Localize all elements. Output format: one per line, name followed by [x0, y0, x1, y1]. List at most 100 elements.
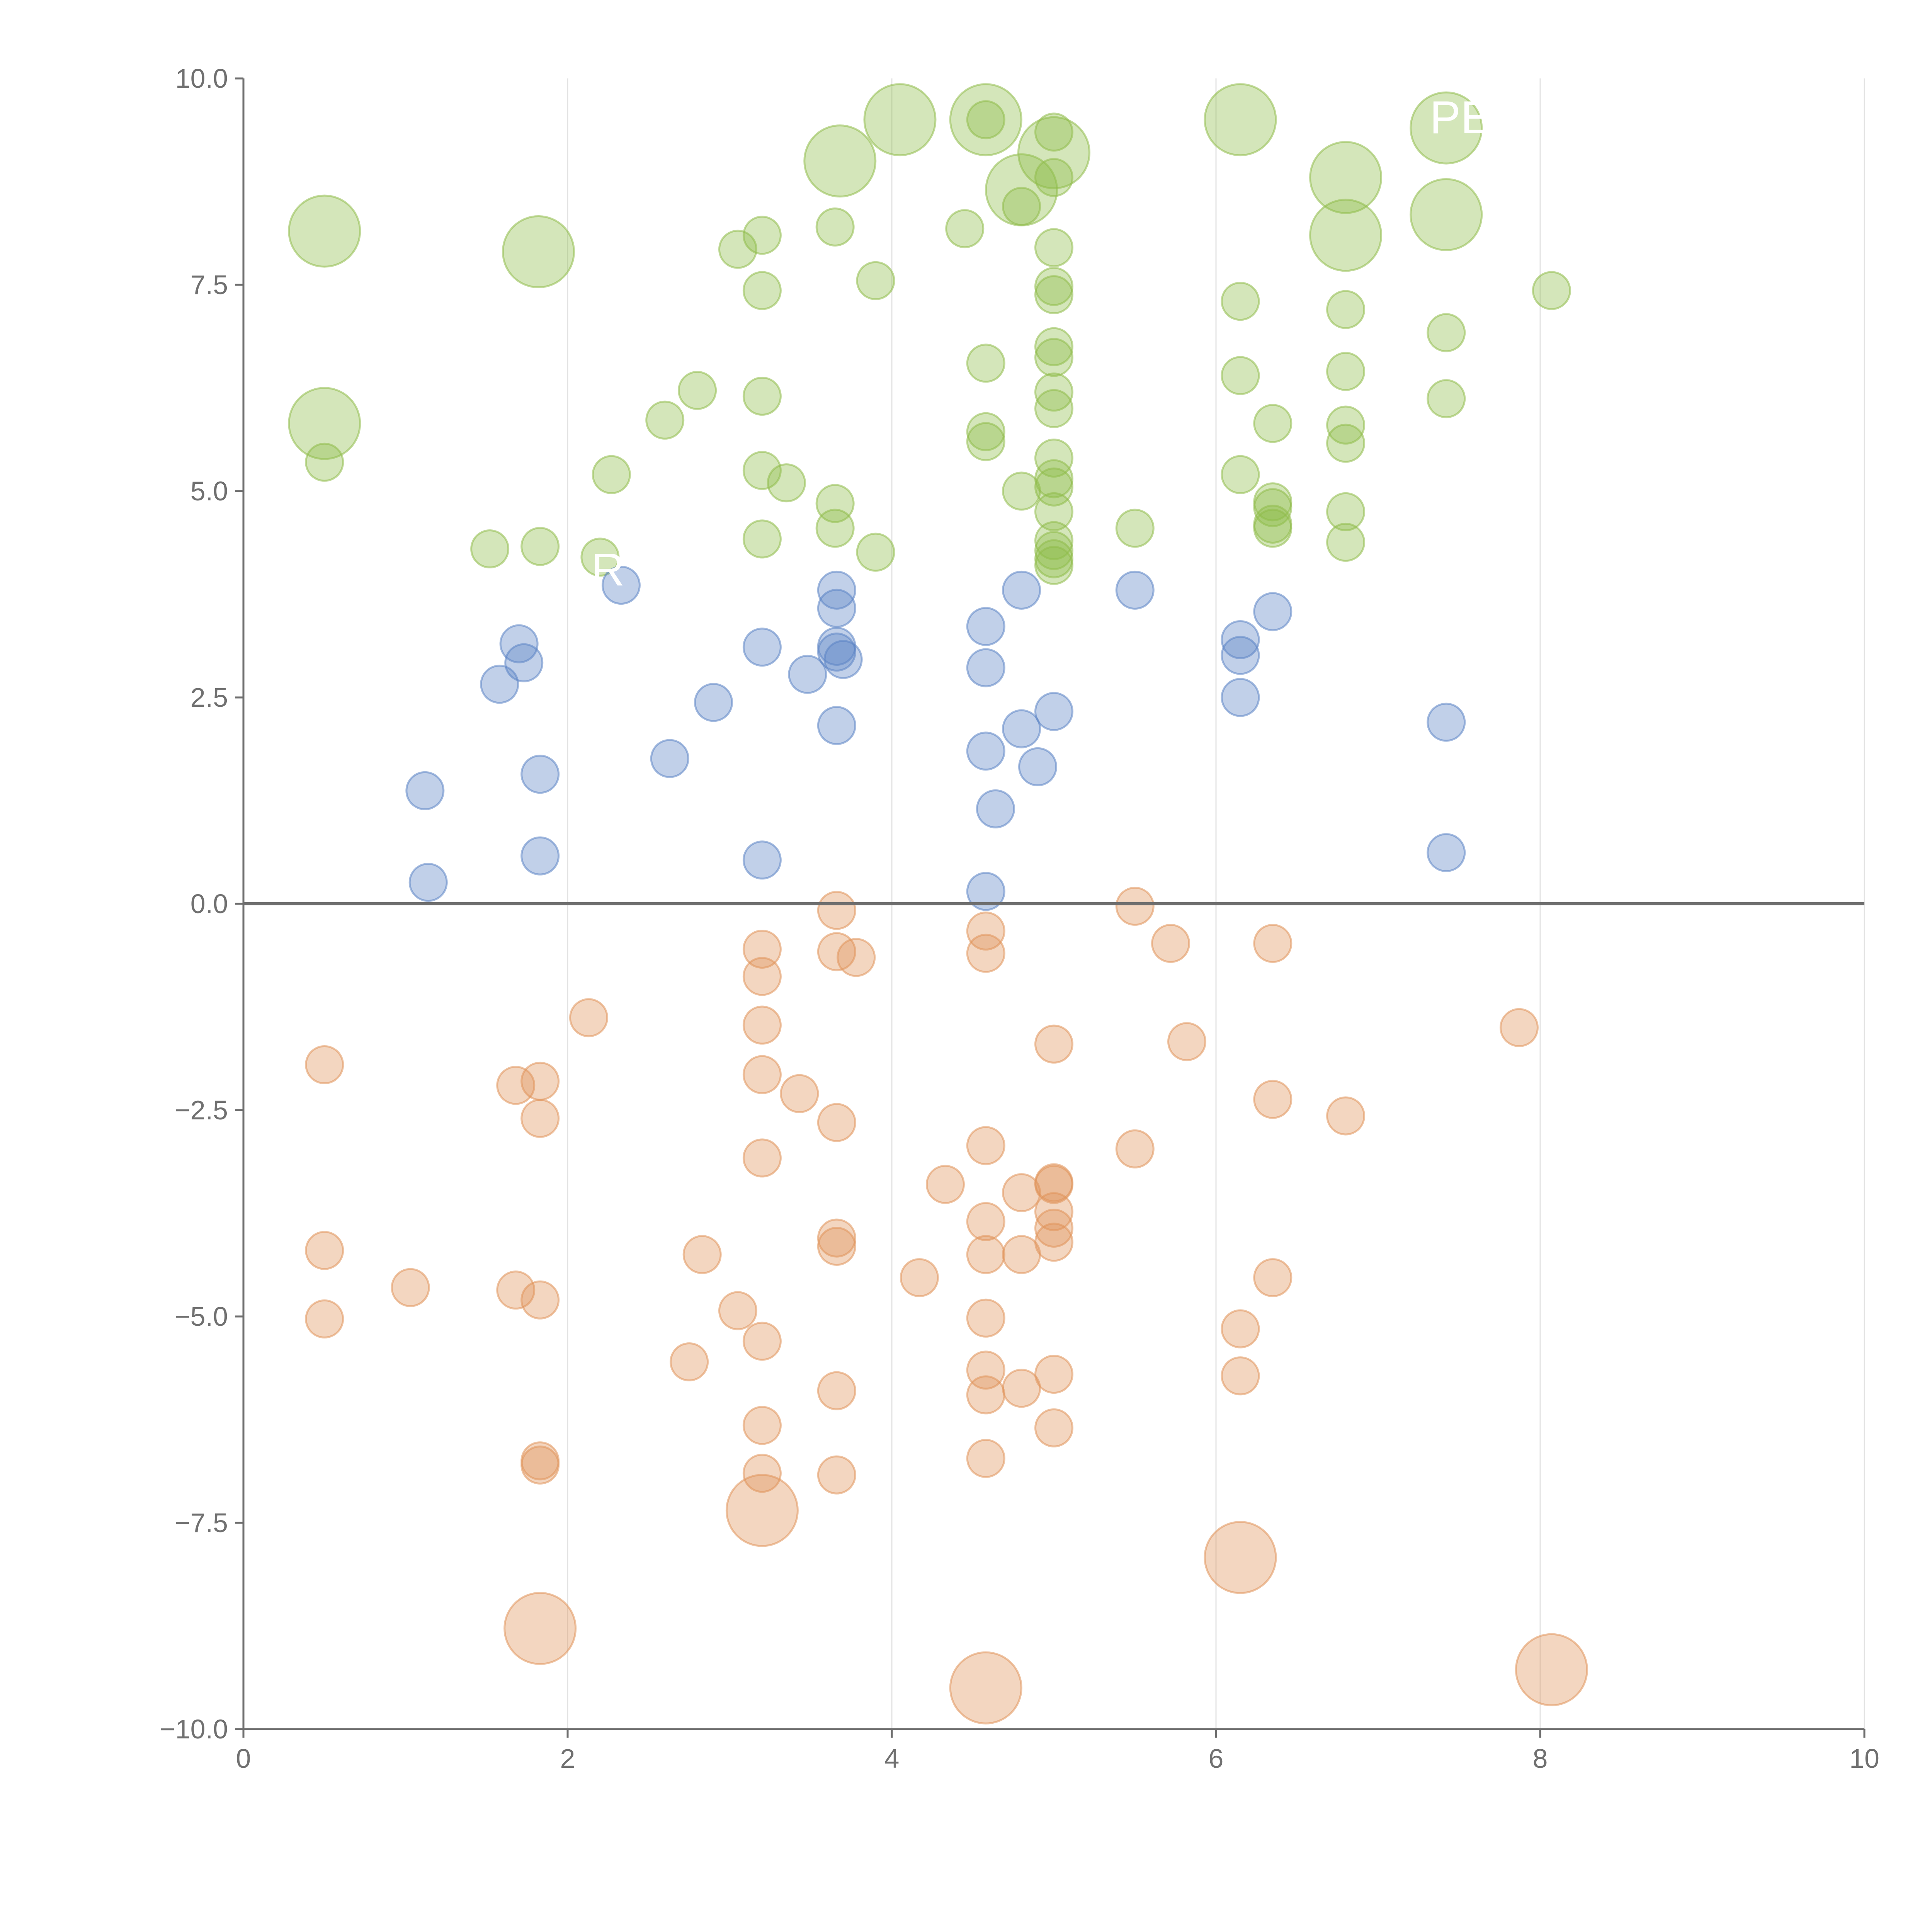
blue-bubble	[1427, 833, 1466, 872]
orange-bubble	[780, 1074, 819, 1113]
green-bubble	[863, 83, 937, 156]
green-bubble	[1034, 228, 1073, 267]
green-bubble	[949, 83, 1022, 156]
orange-bubble	[725, 1474, 799, 1547]
blue-bubble	[817, 706, 856, 745]
orange-bubble	[1221, 1309, 1260, 1349]
green-bubble	[1410, 178, 1483, 251]
orange-bubble	[1221, 1356, 1260, 1396]
y-tick-label: 2.5	[190, 682, 228, 713]
x-axis-ticks: 0 2 4 6 8 10	[236, 1729, 1879, 1774]
orange-bubble	[1204, 1521, 1277, 1594]
orange-bubble	[496, 1270, 536, 1310]
green-bubble	[966, 344, 1005, 383]
orange-bubble	[1034, 1408, 1073, 1447]
green-bubble	[718, 230, 757, 269]
green-bubble	[803, 124, 877, 198]
green-bubble	[1034, 327, 1073, 366]
green-bubble	[1034, 492, 1073, 531]
green-bubble	[1410, 91, 1483, 165]
green-bubble	[1115, 509, 1155, 548]
orange-bubble	[817, 1218, 856, 1258]
green-bubble	[966, 422, 1005, 461]
orange-bubble	[1034, 1355, 1073, 1394]
green-bubble	[1532, 271, 1571, 310]
green-bubble	[1221, 282, 1260, 321]
green-bubble	[856, 261, 895, 300]
blue-bubble	[499, 624, 539, 663]
green-bubble	[1204, 83, 1277, 156]
orange-bubble	[817, 1371, 856, 1410]
x-tick-label: 8	[1533, 1743, 1548, 1774]
orange-bubble	[1151, 924, 1190, 963]
green-bubble	[1034, 546, 1073, 585]
orange-bubble	[817, 891, 856, 930]
green-bubble	[945, 209, 985, 248]
green-bubble	[1034, 372, 1073, 412]
x-tick-label: 4	[884, 1743, 900, 1774]
blue-bubble	[823, 640, 863, 679]
orange-bubble	[1034, 1192, 1073, 1231]
orange-bubble	[742, 1138, 782, 1178]
green-bubble	[1309, 199, 1383, 272]
green-bubble	[1034, 112, 1073, 152]
green-bubble	[1253, 488, 1293, 527]
orange-bubble	[496, 1066, 536, 1105]
y-tick-label: 0.0	[190, 889, 228, 919]
orange-bubble	[817, 1103, 856, 1142]
green-bubble	[856, 532, 895, 572]
green-bubble	[288, 194, 361, 268]
orange-bubble	[742, 1321, 782, 1361]
orange-bubble	[966, 1235, 1005, 1274]
green-bubble	[1034, 531, 1073, 570]
point-label-pe: PE	[1430, 92, 1492, 143]
blue-bubble	[694, 683, 733, 722]
y-tick-label: 10.0	[175, 63, 228, 94]
orange-bubble	[1253, 924, 1293, 963]
point-labels: R PE	[591, 92, 1492, 595]
green-bubble	[1326, 522, 1366, 562]
green-bubble	[520, 527, 560, 566]
green-bubble	[1221, 455, 1260, 494]
green-bubble	[1034, 439, 1073, 478]
green-bubble	[767, 463, 806, 503]
blue-bubble	[742, 628, 782, 667]
blue-bubble	[650, 739, 689, 778]
blue-bubble	[1002, 570, 1041, 610]
blue-bubble	[966, 872, 1005, 911]
y-tick-label: 7.5	[190, 270, 228, 300]
orange-bubble	[817, 1455, 856, 1495]
green-bubble	[742, 451, 782, 490]
green-bubble	[742, 519, 782, 559]
green-bubble	[470, 529, 510, 569]
orange-bubble	[966, 1375, 1005, 1415]
y-axis-ticks: 10.0 7.5 5.0 2.5 0.0 −2.5 −5.0 −7.5 −10.0	[160, 63, 243, 1744]
orange-bubble	[503, 1592, 577, 1665]
y-tick-label: −10.0	[160, 1714, 228, 1744]
green-bubble	[1034, 267, 1073, 306]
orange-bubble	[966, 911, 1005, 951]
orange-bubble	[1034, 1223, 1073, 1262]
green-bubble	[1326, 423, 1366, 463]
green-bubble	[1326, 290, 1366, 329]
orange-bubble	[742, 929, 782, 969]
blue-bubble	[817, 633, 856, 672]
orange-bubble	[1326, 1096, 1366, 1136]
orange-bubble	[742, 1454, 782, 1493]
blue-bubble	[966, 648, 1005, 687]
green-bubble	[1002, 187, 1041, 226]
x-tick-label: 10	[1849, 1743, 1879, 1774]
orange-bubble	[682, 1235, 722, 1274]
orange-bubble	[742, 1055, 782, 1094]
green-bubble	[1309, 141, 1383, 214]
green-bubble	[1034, 459, 1073, 498]
orange-bubble	[1167, 1022, 1206, 1061]
orange-bubble	[1002, 1369, 1041, 1408]
orange-bubble	[520, 1061, 560, 1101]
orange-bubble	[900, 1258, 939, 1298]
orange-bubble	[1115, 886, 1155, 926]
blue-bubble	[520, 836, 560, 876]
orange-bubble	[520, 1445, 560, 1485]
blue-bubble	[1115, 570, 1155, 610]
